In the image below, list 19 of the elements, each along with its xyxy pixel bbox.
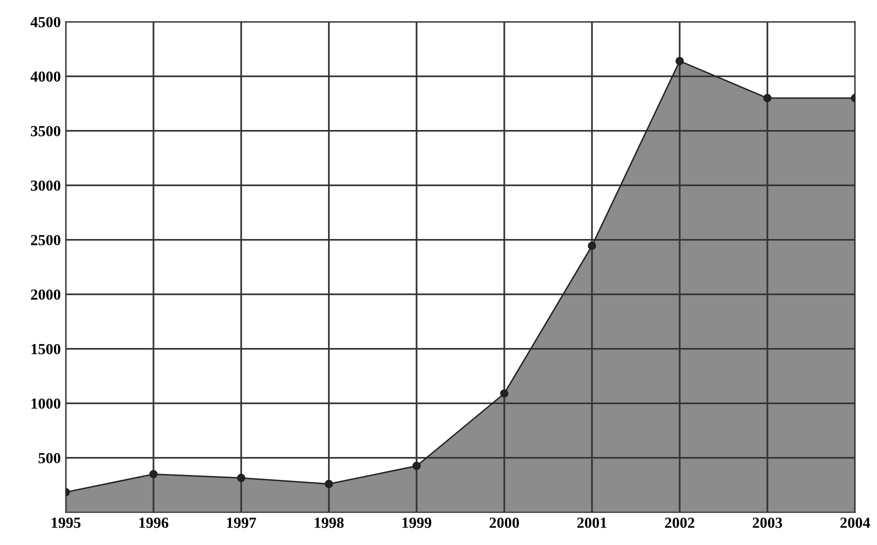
y-tick-label: 4000: [30, 71, 60, 82]
y-tick-label: 3000: [30, 180, 60, 191]
x-tick-label: 2001: [577, 518, 606, 528]
y-tick-label: 4500: [30, 16, 60, 28]
y-tick-label: 2500: [31, 234, 60, 246]
x-tick-label: 2003: [752, 518, 782, 528]
y-tick-label: 3500: [30, 126, 60, 136]
x-tick-label: 1995: [52, 518, 80, 528]
y-tick-label: 1000: [32, 398, 60, 409]
x-tick-label: 1997: [227, 518, 256, 528]
y-tick-label: 500: [38, 452, 60, 464]
x-tick-label: 2004: [840, 518, 870, 528]
x-tick-label: 2000: [490, 518, 519, 528]
x-tick-label: 2002: [665, 518, 694, 528]
y-tick-label: 2000: [31, 289, 60, 300]
x-tick-label: 1998: [314, 518, 344, 528]
y-tick-label: 1500: [32, 344, 60, 354]
x-tick-label: 1996: [139, 518, 168, 528]
x-tick-label: 1999: [402, 518, 432, 528]
